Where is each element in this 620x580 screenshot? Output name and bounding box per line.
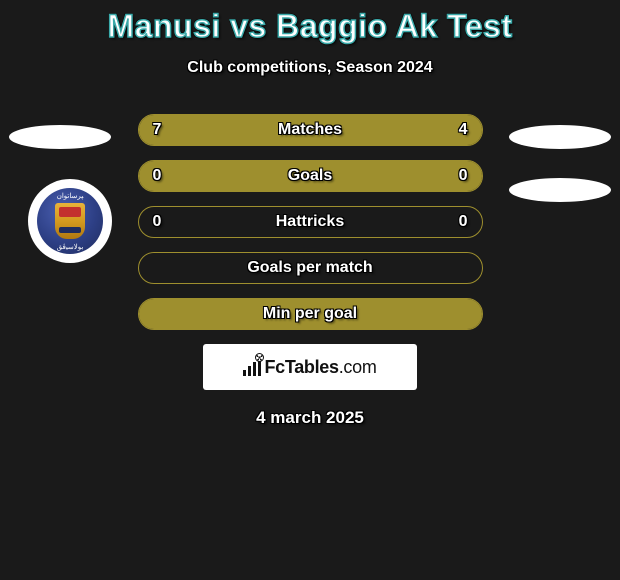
stat-label: Min per goal <box>263 305 357 323</box>
stat-label: Hattricks <box>276 213 344 231</box>
badge-script-top: ﭙﺮﺳﺎﺗﻮان <box>57 192 84 200</box>
page-title: Manusi vs Baggio Ak Test <box>108 8 513 45</box>
club-right-placeholder <box>509 178 611 202</box>
stat-row: 7 Matches 4 <box>138 114 483 146</box>
logo-text: FcTables.com <box>264 357 376 378</box>
stat-value-right: 4 <box>459 121 468 139</box>
stat-row: Goals per match <box>138 252 483 284</box>
club-badge-icon: ﭙﺮﺳﺎﺗﻮان ﺑﻮﻻﺳﻴﭬﻖ <box>37 188 103 254</box>
stat-label: Matches <box>278 121 342 139</box>
stat-label: Goals <box>288 167 332 185</box>
soccer-ball-icon <box>255 353 264 362</box>
logo-text-thin: .com <box>339 357 377 377</box>
player-right-placeholder <box>509 125 611 149</box>
stat-value-right: 0 <box>459 213 468 231</box>
stat-value-left: 7 <box>153 121 162 139</box>
date-label: 4 march 2025 <box>256 408 364 428</box>
stat-row: 0 Hattricks 0 <box>138 206 483 238</box>
stat-row: 0 Goals 0 <box>138 160 483 192</box>
fctables-logo: FcTables.com <box>203 344 417 390</box>
page-subtitle: Club competitions, Season 2024 <box>187 59 432 77</box>
stat-value-left: 0 <box>153 167 162 185</box>
logo-bars-icon <box>243 358 261 376</box>
stat-value-right: 0 <box>459 167 468 185</box>
stat-label: Goals per match <box>247 259 372 277</box>
logo-text-bold: FcTables <box>264 357 338 377</box>
stat-value-left: 0 <box>153 213 162 231</box>
stat-row: Min per goal <box>138 298 483 330</box>
player-left-placeholder <box>9 125 111 149</box>
badge-script-bottom: ﺑﻮﻻﺳﻴﭬﻖ <box>57 243 84 251</box>
club-left-badge: ﭙﺮﺳﺎﺗﻮان ﺑﻮﻻﺳﻴﭬﻖ <box>28 179 112 263</box>
badge-shield-icon <box>55 203 85 239</box>
